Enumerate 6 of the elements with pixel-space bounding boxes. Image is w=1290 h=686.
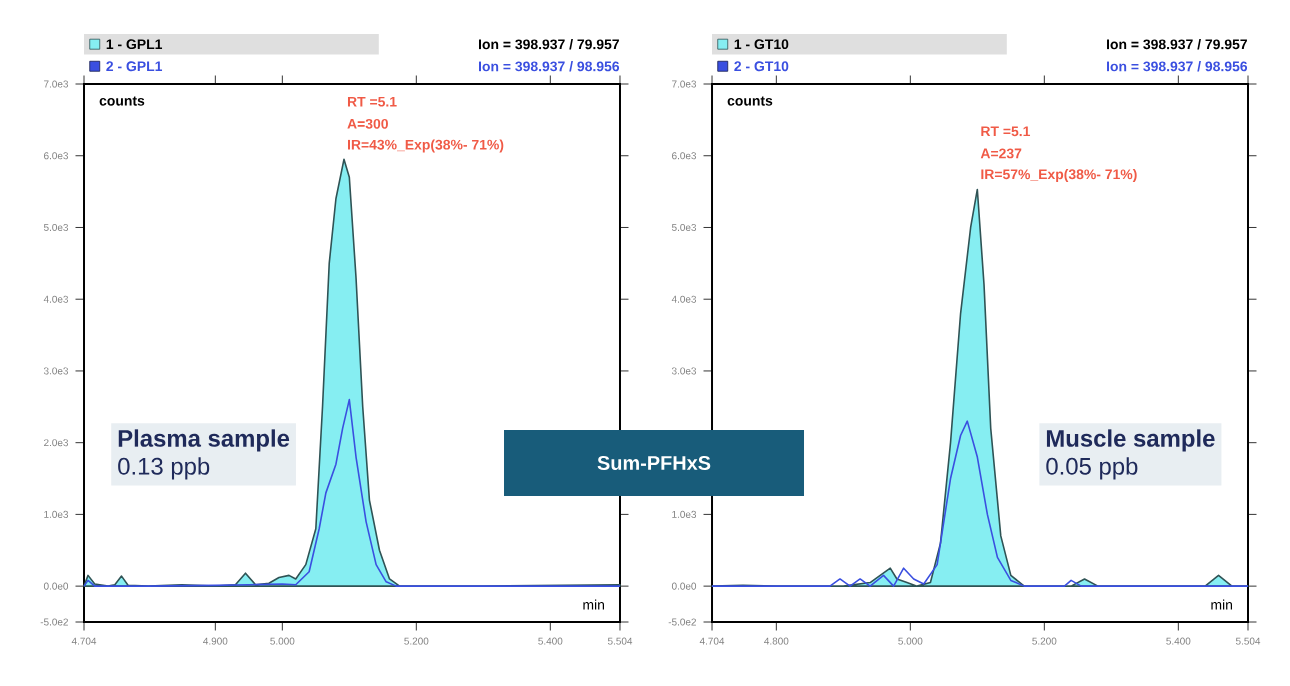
annotation: 0.05 ppb xyxy=(1046,457,1138,480)
line-series xyxy=(711,420,1249,587)
annotation: Muscle sample xyxy=(1046,429,1215,452)
annotation: 0.13 ppb xyxy=(118,457,210,480)
text: Sum-PFHxS xyxy=(597,455,711,471)
annotation: Plasma sample xyxy=(118,429,290,452)
